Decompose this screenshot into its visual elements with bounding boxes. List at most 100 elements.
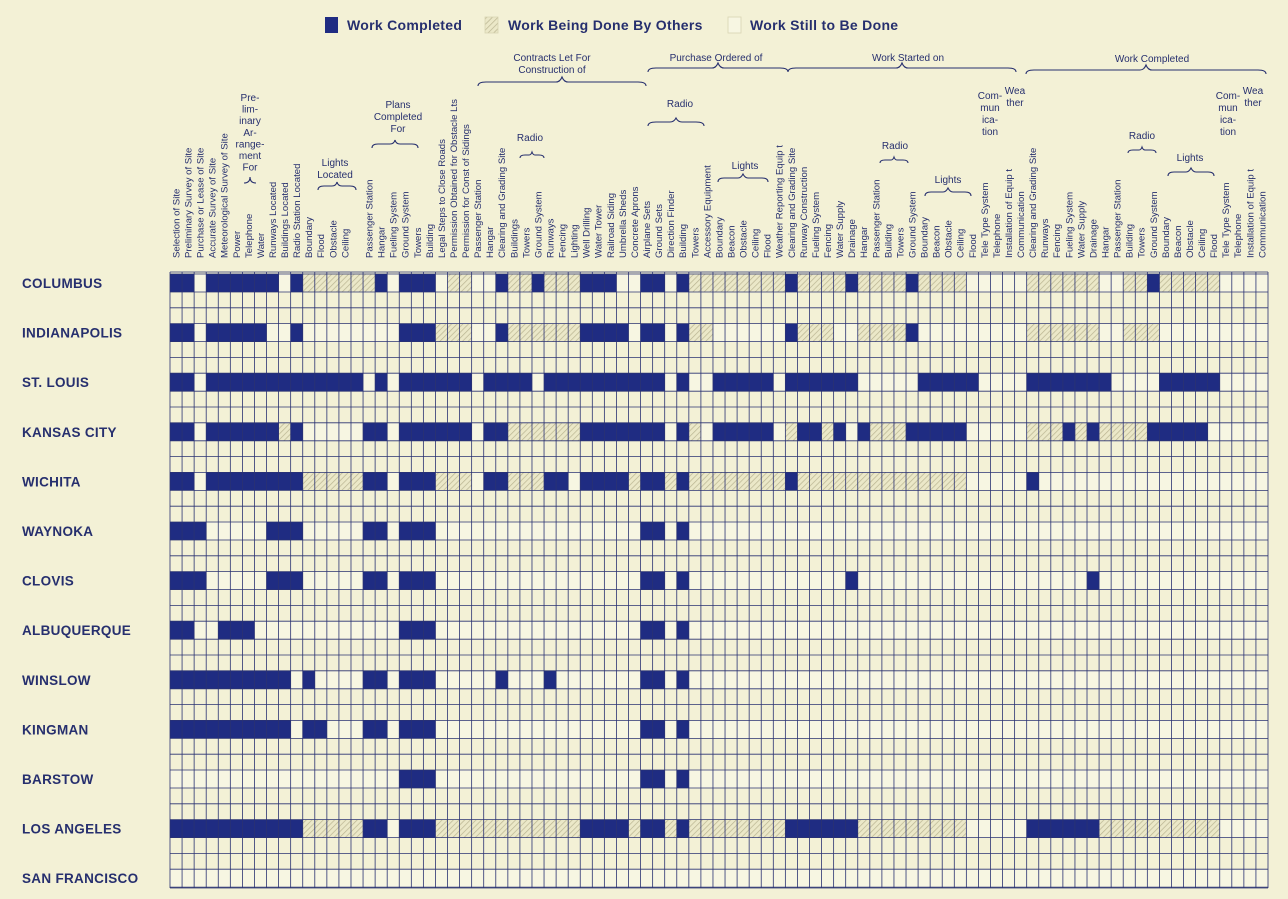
status-cell (592, 720, 605, 739)
status-cell (906, 274, 919, 292)
status-cell (797, 472, 810, 491)
status-cell (749, 422, 762, 441)
status-cell (170, 869, 183, 888)
status-cell (845, 373, 858, 392)
status-cell (580, 274, 593, 292)
status-cell (785, 274, 798, 292)
status-cell (1207, 422, 1220, 441)
status-cell (990, 720, 1003, 739)
status-cell (930, 422, 943, 441)
status-cell (1171, 373, 1184, 392)
status-cell (809, 323, 822, 342)
status-cell (893, 720, 907, 739)
status-cell (1123, 522, 1136, 540)
group-header: Lights (322, 158, 349, 169)
status-cell (1038, 522, 1051, 540)
status-cell (664, 522, 677, 540)
status-cell (1074, 373, 1088, 392)
status-cell (640, 422, 653, 441)
status-cell (869, 323, 882, 342)
status-cell (170, 670, 183, 689)
status-cell (604, 274, 617, 292)
status-cell (1014, 472, 1027, 491)
status-cell (1183, 571, 1196, 590)
status-cell (749, 770, 762, 788)
status-cell (773, 373, 786, 392)
status-cell (350, 274, 364, 292)
status-cell (182, 274, 195, 292)
status-cell (1171, 720, 1184, 739)
status-cell (1026, 323, 1039, 342)
status-cell (1002, 274, 1015, 292)
status-cell (688, 670, 701, 689)
status-cell (411, 621, 424, 640)
status-cell (568, 422, 581, 441)
group-header: ther (1006, 98, 1024, 109)
status-cell (1050, 869, 1063, 888)
status-cell (483, 869, 496, 888)
status-cell (700, 522, 713, 540)
status-cell (1074, 869, 1088, 888)
status-cell (1207, 770, 1220, 788)
status-cell (1026, 522, 1039, 540)
status-cell (676, 323, 689, 342)
status-cell (387, 373, 400, 392)
status-cell (1087, 472, 1100, 491)
status-cell (1062, 869, 1075, 888)
status-cell (375, 472, 388, 491)
status-cell (1183, 869, 1196, 888)
status-cell (266, 274, 279, 292)
status-cell (1099, 670, 1112, 689)
status-cell (326, 472, 339, 491)
status-cell (290, 422, 303, 441)
status-cell (676, 770, 689, 788)
status-cell (399, 522, 412, 540)
status-cell (1147, 770, 1160, 788)
column-label: Buildings Located (280, 182, 291, 258)
status-cell (930, 670, 943, 689)
status-cell (1123, 323, 1136, 342)
status-cell (302, 770, 315, 788)
status-cell (652, 621, 665, 640)
status-cell (1207, 323, 1220, 342)
status-cell (254, 323, 267, 342)
status-cell (447, 472, 460, 491)
status-cell (242, 472, 255, 491)
status-cell (821, 571, 834, 590)
status-cell (761, 323, 774, 342)
status-cell (1014, 522, 1027, 540)
status-cell (652, 819, 665, 838)
status-cell (1195, 522, 1208, 540)
status-cell (447, 621, 460, 640)
status-cell (906, 522, 919, 540)
column-label: Towers (521, 227, 532, 258)
status-cell (797, 770, 810, 788)
status-cell (242, 770, 255, 788)
status-cell (266, 373, 279, 392)
status-cell (580, 323, 593, 342)
status-cell (1219, 571, 1232, 590)
status-cell (652, 720, 665, 739)
status-cell (833, 819, 846, 838)
status-cell (194, 720, 207, 739)
status-cell (809, 571, 822, 590)
status-cell (761, 522, 774, 540)
status-cell (592, 621, 605, 640)
status-cell (809, 670, 822, 689)
status-cell (628, 670, 641, 689)
status-cell (990, 323, 1003, 342)
status-cell (218, 422, 231, 441)
status-cell (942, 670, 955, 689)
status-cell (809, 422, 822, 441)
status-cell (1243, 373, 1256, 392)
status-cell (869, 422, 882, 441)
group-header: mun (1218, 103, 1237, 114)
status-cell (1026, 422, 1039, 441)
status-cell (278, 422, 291, 441)
status-cell (628, 373, 641, 392)
status-cell (712, 522, 726, 540)
status-cell (471, 720, 484, 739)
column-label: Runway Construction (799, 167, 810, 258)
status-cell (845, 522, 858, 540)
